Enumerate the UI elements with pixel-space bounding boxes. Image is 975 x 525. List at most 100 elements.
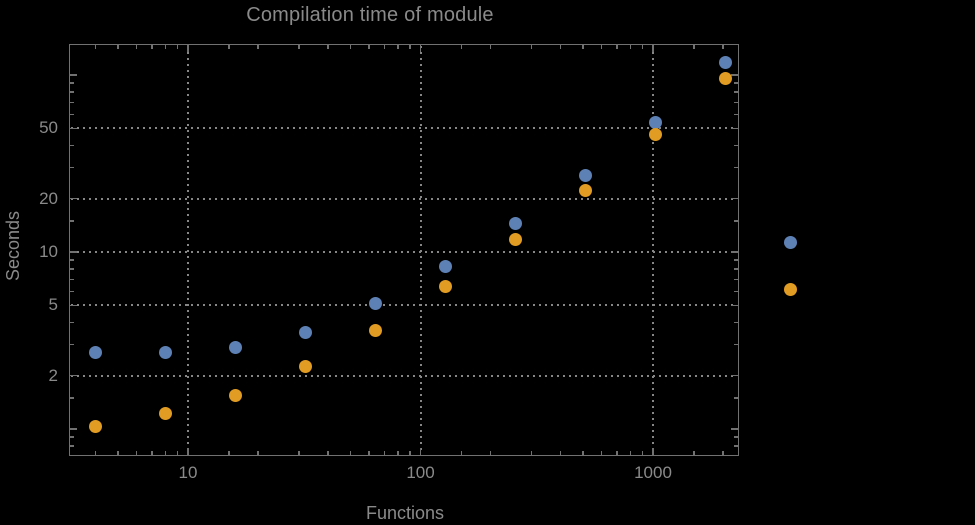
x-minor-tick bbox=[176, 44, 179, 49]
data-point-series-1-x32 bbox=[298, 326, 312, 340]
data-point-series-1-x256 bbox=[508, 217, 522, 231]
data-point-series-1-x4 bbox=[88, 346, 102, 360]
grid-line-vertical bbox=[652, 46, 654, 454]
y-minor-tick bbox=[69, 290, 74, 293]
y-minor-tick bbox=[69, 397, 74, 399]
x-minor-tick bbox=[629, 451, 632, 456]
y-minor-tick bbox=[69, 166, 74, 169]
x-minor-tick bbox=[151, 44, 153, 49]
y-minor-tick bbox=[734, 101, 739, 104]
y-major-tick bbox=[69, 251, 77, 253]
y-tick-label: 2 bbox=[48, 365, 58, 385]
y-minor-tick bbox=[734, 144, 739, 147]
y-tick-label: 5 bbox=[48, 295, 58, 315]
y-minor-tick bbox=[69, 144, 74, 147]
x-minor-tick bbox=[117, 44, 119, 49]
x-minor-tick bbox=[135, 44, 138, 49]
y-major-tick bbox=[731, 304, 739, 307]
y-medium-tick bbox=[69, 74, 77, 76]
x-minor-tick bbox=[600, 44, 603, 49]
data-point-series-2-x4 bbox=[88, 420, 102, 434]
y-axis-label: Seconds bbox=[3, 210, 23, 282]
data-point-series-2-x256 bbox=[508, 232, 522, 246]
grid-line-horizontal bbox=[71, 374, 737, 377]
x-tick-label: 100 bbox=[406, 463, 435, 482]
y-minor-tick bbox=[69, 101, 74, 104]
y-major-tick bbox=[731, 374, 739, 377]
x-minor-tick bbox=[94, 451, 97, 456]
y-minor-tick bbox=[69, 445, 74, 447]
x-minor-tick bbox=[693, 451, 695, 456]
x-minor-tick bbox=[616, 44, 618, 49]
data-point-series-1-x16 bbox=[228, 340, 242, 354]
x-minor-tick bbox=[559, 451, 562, 456]
x-minor-tick bbox=[327, 451, 329, 456]
y-minor-tick bbox=[734, 113, 739, 116]
y-minor-tick bbox=[734, 343, 739, 346]
x-minor-tick bbox=[460, 451, 463, 456]
x-minor-tick bbox=[164, 451, 167, 456]
x-minor-tick bbox=[530, 44, 533, 49]
y-minor-tick bbox=[69, 113, 74, 116]
grid-line-horizontal bbox=[71, 127, 737, 130]
x-tick-label: 10 bbox=[178, 463, 198, 482]
x-major-tick bbox=[419, 44, 422, 52]
x-minor-tick bbox=[383, 44, 386, 49]
x-major-tick bbox=[187, 448, 189, 456]
x-minor-tick bbox=[298, 451, 300, 456]
y-major-tick bbox=[69, 304, 77, 307]
y-minor-tick bbox=[734, 91, 739, 93]
x-minor-tick bbox=[117, 451, 119, 456]
y-minor-tick bbox=[69, 268, 74, 270]
x-minor-tick bbox=[722, 44, 724, 49]
grid-line-horizontal bbox=[71, 304, 737, 307]
y-minor-tick bbox=[734, 259, 739, 261]
x-minor-tick bbox=[94, 44, 97, 49]
grid-line-horizontal bbox=[71, 251, 737, 253]
data-point-series-1-x8 bbox=[158, 346, 172, 360]
legend-marker-series-2 bbox=[783, 282, 797, 296]
data-point-series-2-x8 bbox=[158, 407, 172, 421]
grid-line-vertical bbox=[419, 46, 422, 454]
x-minor-tick bbox=[693, 44, 695, 49]
x-minor-tick bbox=[616, 451, 618, 456]
y-medium-tick bbox=[731, 428, 739, 430]
y-minor-tick bbox=[734, 220, 739, 222]
y-minor-tick bbox=[69, 321, 74, 324]
y-tick-label: 10 bbox=[39, 242, 58, 261]
data-point-series-1-x2048 bbox=[718, 56, 732, 70]
y-minor-tick bbox=[734, 321, 739, 324]
x-axis-label: Functions bbox=[365, 503, 445, 523]
y-minor-tick bbox=[734, 166, 739, 169]
x-minor-tick bbox=[349, 44, 352, 49]
x-minor-tick bbox=[368, 44, 370, 49]
y-minor-tick bbox=[734, 278, 739, 281]
y-minor-tick bbox=[69, 82, 74, 84]
x-minor-tick bbox=[176, 451, 179, 456]
x-minor-tick bbox=[530, 451, 533, 456]
y-minor-tick bbox=[69, 343, 74, 346]
x-minor-tick bbox=[151, 451, 153, 456]
data-point-series-2-x512 bbox=[578, 183, 592, 197]
x-major-tick bbox=[187, 44, 189, 52]
x-minor-tick bbox=[164, 44, 167, 49]
x-minor-tick bbox=[629, 44, 632, 49]
x-minor-tick bbox=[582, 44, 584, 49]
x-minor-tick bbox=[327, 44, 329, 49]
x-minor-tick bbox=[489, 44, 492, 49]
y-medium-tick bbox=[69, 428, 77, 430]
plot-frame bbox=[69, 44, 739, 456]
data-point-series-1-x512 bbox=[578, 169, 592, 183]
data-point-series-2-x64 bbox=[368, 324, 382, 338]
x-minor-tick bbox=[257, 451, 259, 456]
x-major-tick bbox=[652, 448, 654, 456]
x-minor-tick bbox=[582, 451, 584, 456]
x-minor-tick bbox=[298, 44, 300, 49]
data-point-series-1-x128 bbox=[438, 259, 452, 273]
data-point-series-2-x128 bbox=[438, 280, 452, 294]
y-minor-tick bbox=[69, 259, 74, 261]
y-major-tick bbox=[69, 197, 77, 200]
y-major-tick bbox=[731, 251, 739, 253]
x-minor-tick bbox=[135, 451, 138, 456]
data-point-series-2-x2048 bbox=[718, 72, 732, 86]
